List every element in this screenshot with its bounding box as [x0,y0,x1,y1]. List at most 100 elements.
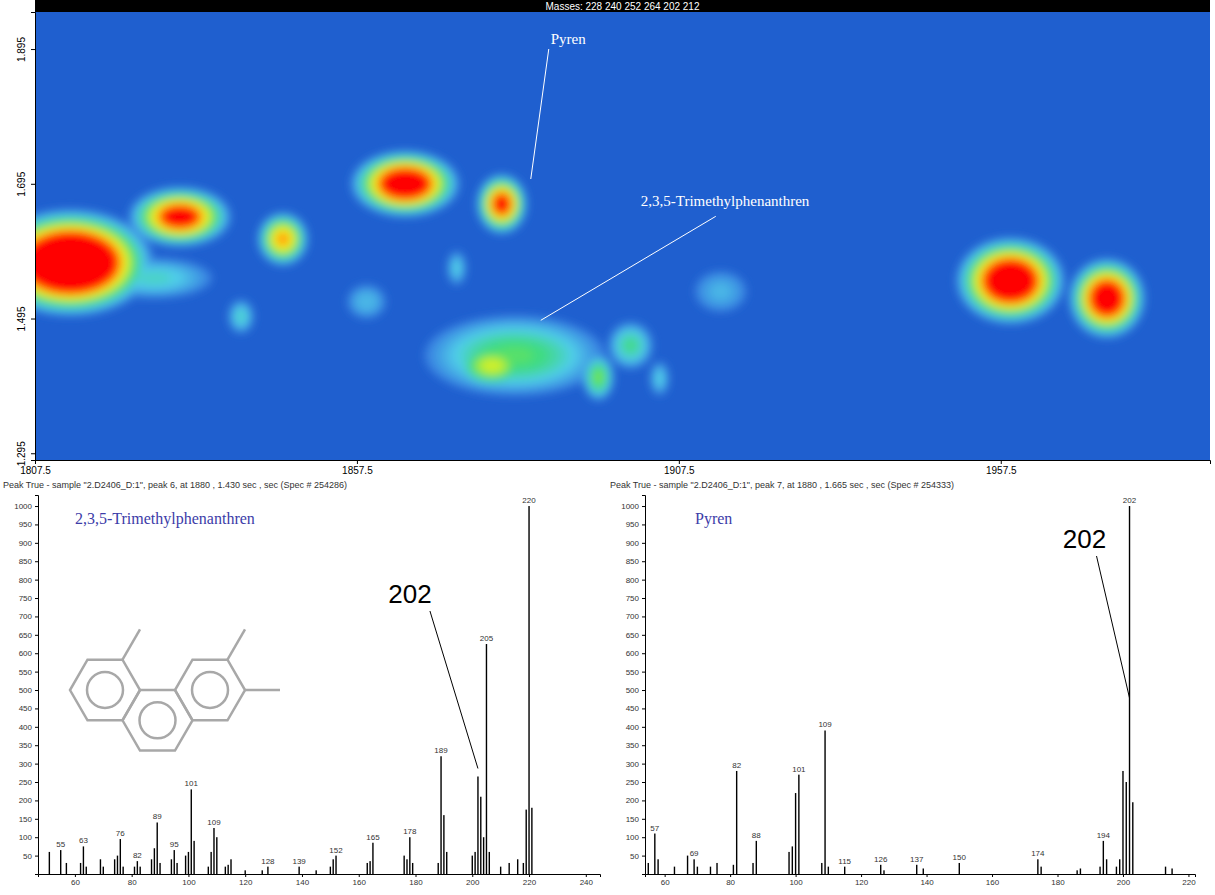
peak-label: 189 [434,746,448,755]
tick-label: 200 [19,796,33,805]
tick: 180 [409,874,423,887]
bar [687,856,688,874]
peak-contour [702,277,740,307]
chart-title: 2,3,5-Trimethylphenanthren [75,510,255,528]
tick: 950 [19,520,38,529]
peak-contour [35,215,145,311]
spectrum-panel: Peak True - sample "2.D2406_D:1", peak 7… [610,480,1196,887]
tick-mark [642,635,645,636]
tick-label: 1.495 [16,306,27,331]
tick: 750 [19,594,38,603]
tick-label: 600 [19,649,33,658]
tick-label: 750 [19,594,33,603]
spectrum-panel: Peak True - sample "2.D2406_D:1", peak 6… [3,480,601,887]
peak-contour [168,210,192,224]
tick-label: 120 [855,878,869,887]
peak-label: 139 [292,857,306,866]
tick: 1957.5 [986,460,1017,476]
peak-contour [35,225,130,301]
peak-contour [1094,284,1121,312]
tick-label: 200 [626,796,640,805]
peak-contour [490,191,513,218]
bar [1122,771,1123,874]
peak-contour [35,226,128,300]
peak-contour [965,244,1056,317]
peak-contour [485,184,519,223]
peak-contour [967,246,1055,316]
tick-label: 1957.5 [986,465,1017,476]
peak-contour [35,231,120,294]
peak-contour [35,234,115,292]
tick-label: 250 [19,778,33,787]
peak-contour [613,327,647,363]
tick-label: 50 [23,852,32,861]
peak-contour [356,153,455,214]
bar [472,856,473,874]
tick-label: 800 [19,576,33,585]
annotation: 2,3,5-Trimethylphenanthren [641,193,810,209]
tick-label: 550 [626,668,640,677]
peak-contour [616,330,645,361]
tick-mark [642,708,645,709]
peak-contour [1075,265,1139,332]
peak-contour [963,243,1058,319]
bar [176,863,177,874]
chart-title: Masses: 228 240 252 264 202 212 [545,1,699,12]
peak-contour [163,207,196,227]
peak-contour [137,272,171,284]
tick-mark [35,543,38,544]
y-axis: 5010015020025030035040045050055060065070… [621,496,645,875]
tick-mark [31,49,35,50]
tick: 60 [71,874,80,887]
bar [245,870,246,874]
peak-contour [159,205,200,229]
tick-mark [642,690,645,691]
tick-mark [927,874,928,877]
tick: 250 [626,778,645,787]
peak-contour [370,162,440,205]
bar [480,797,481,874]
peak-contour [385,171,426,196]
peak-label: 88 [752,831,761,840]
tick-label: 220 [523,878,537,887]
annotation: Pyren [551,31,586,47]
peak-contour [1070,260,1143,337]
bar [267,867,268,874]
tick: 140 [296,874,310,887]
bar [654,834,655,874]
tick-mark [642,819,645,820]
bar [49,852,50,874]
tick-mark [35,708,38,709]
peak-contour [968,247,1052,315]
peak-contour [35,221,135,305]
tick-label: 500 [626,686,640,695]
bar [1099,867,1100,874]
tick-label: 850 [626,557,640,566]
peak-contour [144,196,216,238]
tick: 900 [626,539,645,548]
peak-contour [1077,266,1138,330]
peak-contour [35,228,124,298]
tick-label: 180 [409,878,423,887]
peak-label: 174 [1031,849,1045,858]
bar [788,852,789,874]
peak-contour [1079,269,1135,327]
peak-label: 202 [1123,496,1137,505]
y-axis: 5010015020025030035040045050055060065070… [14,496,38,875]
peak-contour [35,229,123,297]
tick-mark [642,561,645,562]
tick-label: 1.295 [16,441,27,466]
tick-label: 150 [19,815,33,824]
peak-contour [988,263,1034,299]
peak-contour [35,227,126,299]
tick-mark [796,874,797,877]
peak-label: 89 [153,812,162,821]
peak-contour [1086,276,1128,320]
peak-label: 69 [690,849,699,858]
tick-label: 900 [19,539,33,548]
peak-contour [585,358,611,397]
annotation: 202 [1063,524,1106,554]
peak-contour [146,197,214,237]
peak-contour [482,181,521,227]
tick: 1907.5 [664,460,695,476]
